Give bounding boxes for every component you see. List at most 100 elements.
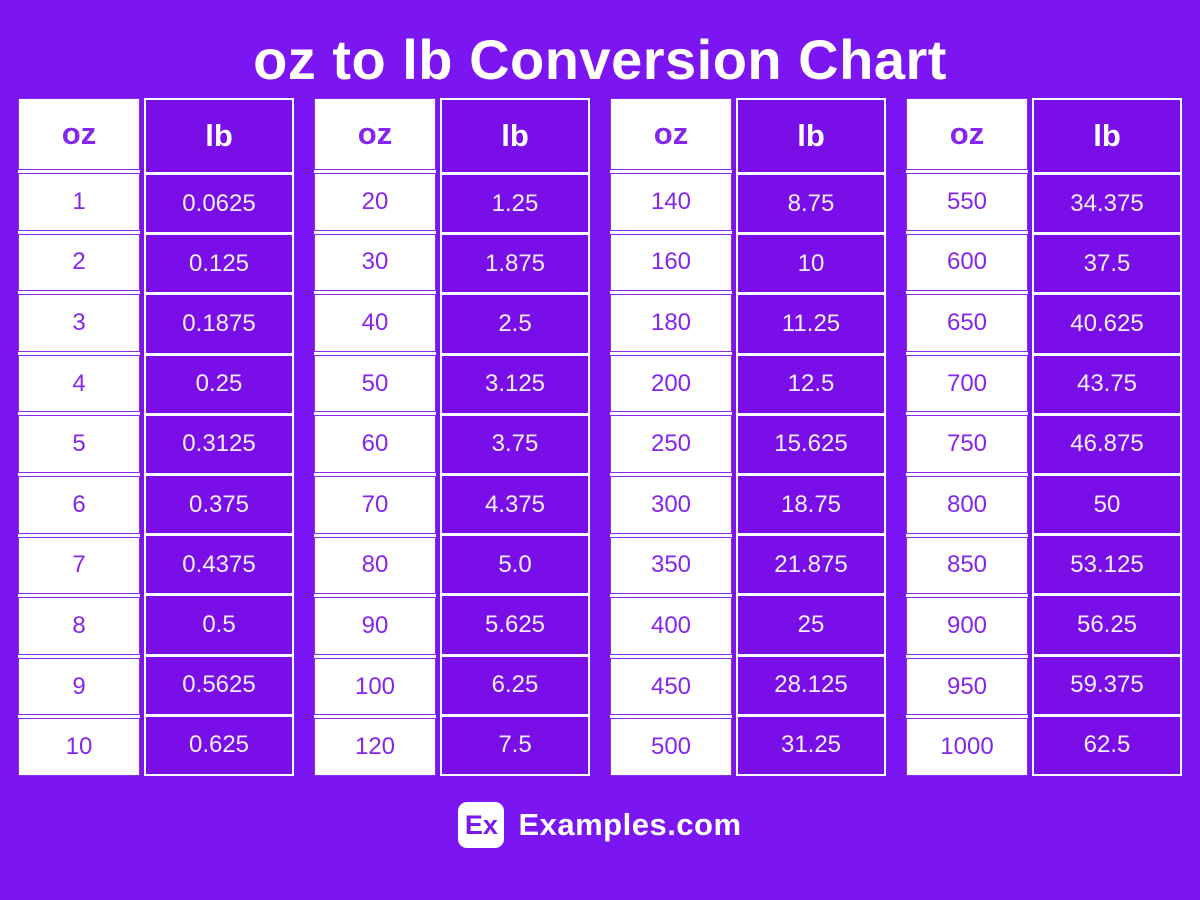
lb-value-cell: 0.375	[146, 476, 292, 534]
oz-value-cell: 600	[906, 233, 1028, 292]
oz-value-cell: 3	[18, 294, 140, 352]
lb-value-cell: 0.125	[146, 235, 292, 293]
page-title: oz to lb Conversion Chart	[253, 28, 947, 91]
lb-column: lb 1.25 1.875 2.5 3.125 3.75 4.375 5.0 5.625 6.25…	[440, 98, 590, 776]
oz-header-cell: oz	[906, 98, 1028, 170]
oz-value-cell: 7	[18, 536, 140, 595]
lb-value-cell: 40.625	[1034, 295, 1180, 353]
lb-value-cell: 15.625	[738, 415, 884, 474]
lb-value-cell: 25	[738, 596, 884, 654]
lb-value-cell: 11.25	[738, 295, 884, 353]
lb-value-cell: 43.75	[1034, 355, 1180, 413]
oz-value-cell: 90	[314, 597, 436, 655]
lb-value-cell: 34.375	[1034, 175, 1180, 233]
lb-value-cell: 37.5	[1034, 235, 1180, 293]
oz-value-cell: 6	[18, 475, 140, 534]
lb-value-cell: 6.25	[442, 656, 588, 714]
lb-header-cell: lb	[146, 100, 292, 172]
lb-value-cell: 0.5625	[146, 656, 292, 714]
oz-value-cell: 10	[18, 718, 140, 776]
oz-value-cell: 1	[18, 173, 140, 231]
oz-value-cell: 70	[314, 475, 436, 534]
lb-value-cell: 4.375	[442, 476, 588, 534]
oz-value-cell: 500	[610, 718, 732, 776]
conversion-table-2: oz 20 30 40 50 60 70 80 90 100 120 lb 1.25 1.875 2.5 3.…	[314, 98, 590, 776]
footer: Ex Examples.com	[0, 802, 1200, 848]
oz-value-cell: 400	[610, 597, 732, 655]
oz-value-cell: 900	[906, 597, 1028, 655]
oz-value-cell: 140	[610, 173, 732, 231]
lb-header-cell: lb	[738, 100, 884, 172]
oz-value-cell: 5	[18, 415, 140, 473]
oz-value-cell: 4	[18, 354, 140, 413]
oz-value-cell: 80	[314, 536, 436, 595]
lb-value-cell: 0.1875	[146, 295, 292, 353]
lb-value-cell: 10	[738, 235, 884, 293]
oz-value-cell: 350	[610, 536, 732, 595]
lb-value-cell: 59.375	[1034, 656, 1180, 714]
examples-logo-icon: Ex	[458, 802, 505, 848]
oz-value-cell: 300	[610, 475, 732, 534]
lb-header-cell: lb	[1034, 100, 1180, 172]
oz-value-cell: 9	[18, 657, 140, 716]
oz-column: oz 1 2 3 4 5 6 7 8 9 10	[18, 98, 140, 776]
lb-value-cell: 21.875	[738, 536, 884, 594]
lb-value-cell: 5.0	[442, 536, 588, 594]
oz-value-cell: 60	[314, 415, 436, 473]
lb-value-cell: 2.5	[442, 295, 588, 353]
lb-value-cell: 0.3125	[146, 415, 292, 474]
oz-header-cell: oz	[18, 98, 140, 170]
oz-value-cell: 550	[906, 173, 1028, 231]
lb-value-cell: 0.5	[146, 596, 292, 654]
oz-value-cell: 8	[18, 597, 140, 655]
oz-column: oz 20 30 40 50 60 70 80 90 100 120	[314, 98, 436, 776]
lb-value-cell: 7.5	[442, 716, 588, 775]
lb-value-cell: 0.0625	[146, 175, 292, 233]
oz-value-cell: 120	[314, 718, 436, 776]
oz-value-cell: 250	[610, 415, 732, 473]
oz-value-cell: 700	[906, 354, 1028, 413]
lb-value-cell: 3.75	[442, 415, 588, 474]
lb-column: lb 0.0625 0.125 0.1875 0.25 0.3125 0.375 0.4375…	[144, 98, 294, 776]
oz-value-cell: 2	[18, 233, 140, 292]
conversion-chart-page: oz to lb Conversion Chart oz 1 2 3 4 5 6 7 8 9 10 l…	[0, 28, 1200, 848]
oz-value-cell: 100	[314, 657, 436, 716]
oz-value-cell: 450	[610, 657, 732, 716]
lb-value-cell: 8.75	[738, 175, 884, 233]
lb-value-cell: 0.25	[146, 355, 292, 413]
site-name: Examples.com	[518, 807, 742, 842]
lb-value-cell: 0.625	[146, 716, 292, 775]
lb-value-cell: 12.5	[738, 355, 884, 413]
logo-text: Ex	[464, 809, 498, 840]
lb-value-cell: 56.25	[1034, 596, 1180, 654]
oz-value-cell: 50	[314, 354, 436, 413]
oz-column: oz 140 160 180 200 250 300 350 400 450 500	[610, 98, 732, 776]
oz-value-cell: 30	[314, 233, 436, 292]
lb-value-cell: 53.125	[1034, 536, 1180, 594]
lb-value-cell: 3.125	[442, 355, 588, 413]
oz-value-cell: 40	[314, 294, 436, 352]
oz-value-cell: 160	[610, 233, 732, 292]
lb-value-cell: 62.5	[1034, 716, 1180, 775]
lb-value-cell: 1.875	[442, 235, 588, 293]
oz-value-cell: 200	[610, 354, 732, 413]
conversion-table-1: oz 1 2 3 4 5 6 7 8 9 10 lb 0.0625 0.125 0.1875 0.25 0.31…	[18, 98, 294, 776]
lb-column: lb 34.375 37.5 40.625 43.75 46.875 50 53.125 56.…	[1032, 98, 1182, 776]
conversion-table-3: oz 140 160 180 200 250 300 350 400 450 500 lb 8.75 10…	[610, 98, 886, 776]
lb-value-cell: 46.875	[1034, 415, 1180, 474]
lb-column: lb 8.75 10 11.25 12.5 15.625 18.75 21.875 25 28.1…	[736, 98, 886, 776]
lb-value-cell: 31.25	[738, 716, 884, 775]
oz-value-cell: 950	[906, 657, 1028, 716]
oz-value-cell: 180	[610, 294, 732, 352]
oz-header-cell: oz	[610, 98, 732, 170]
lb-value-cell: 18.75	[738, 476, 884, 534]
conversion-table-4: oz 550 600 650 700 750 800 850 900 950 1000 lb 34.37…	[906, 98, 1182, 776]
lb-value-cell: 1.25	[442, 175, 588, 233]
lb-value-cell: 50	[1034, 476, 1180, 534]
oz-value-cell: 650	[906, 294, 1028, 352]
oz-value-cell: 750	[906, 415, 1028, 473]
oz-value-cell: 1000	[906, 718, 1028, 776]
conversion-tables: oz 1 2 3 4 5 6 7 8 9 10 lb 0.0625 0.125 0.1875 0.25 0.31…	[0, 98, 1200, 776]
oz-value-cell: 800	[906, 475, 1028, 534]
lb-value-cell: 28.125	[738, 656, 884, 714]
